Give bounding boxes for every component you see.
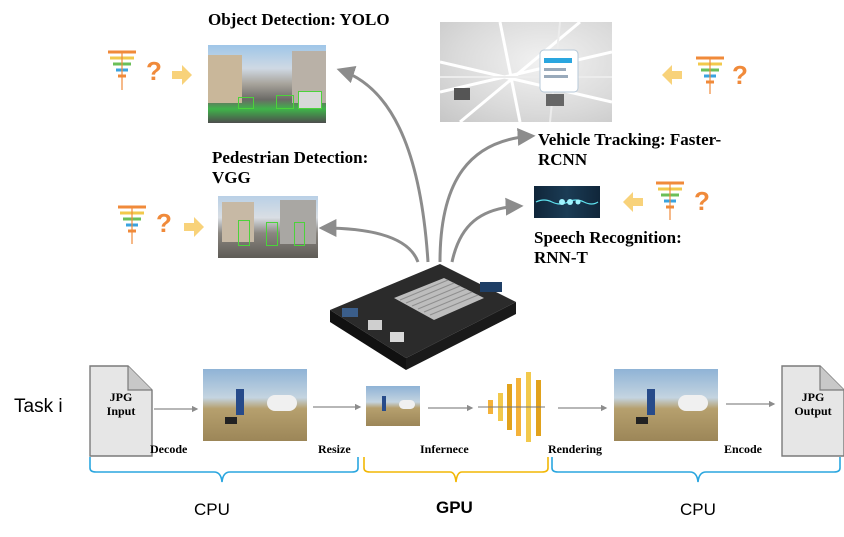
jpg-input-line1: JPG	[109, 390, 133, 404]
pedestrian-detection-line1: Pedestrian Detection:	[212, 148, 369, 167]
arrow-to-pedestrian-detection	[318, 219, 420, 263]
arrow-to-speech-recognition	[450, 197, 524, 263]
object-detection-label: Object Detection: YOLO	[208, 10, 390, 29]
stage-decode-label: Decode	[150, 442, 188, 456]
model-icon-faster-rcnn: ?	[662, 56, 748, 94]
decoded-image	[203, 369, 307, 441]
resized-image	[366, 386, 420, 426]
stage-encode-label: Encode	[724, 442, 763, 456]
model-icon-rnn-t: ?	[623, 181, 710, 220]
cpu-left-bracket	[89, 457, 359, 483]
cpu-right-bracket	[551, 457, 841, 483]
vehicle-tracking-line1: Vehicle Tracking: Faster-	[538, 130, 722, 149]
arrow-to-vehicle-tracking	[438, 127, 536, 263]
stage-resize-label: Resize	[318, 442, 351, 456]
vehicle-tracking-line2: RCNN	[538, 150, 588, 170]
svg-text:?: ?	[146, 56, 162, 86]
jpg-output-document	[781, 365, 844, 457]
model-icon-yolo: ?	[108, 50, 192, 90]
rendered-image	[614, 369, 718, 441]
pipeline-arrows	[154, 400, 776, 413]
speech-recognition-label: Speech Recognition: RNN-T	[534, 228, 682, 269]
gpu-label: GPU	[436, 498, 473, 517]
svg-text:?: ?	[732, 60, 748, 90]
jpg-input-label: JPG Input	[92, 390, 150, 419]
jpg-output-line1: JPG	[801, 390, 825, 404]
speech-recognition-line1: Speech Recognition:	[534, 228, 682, 247]
gpu-bracket	[363, 457, 549, 483]
model-icon-vgg: ?	[118, 205, 204, 244]
yolo-street-photo	[208, 45, 326, 123]
stage-inference-label: Infernece	[420, 442, 469, 456]
jpg-output-label: JPG Output	[783, 390, 843, 419]
speech-waveform-image	[534, 186, 600, 218]
jpg-input-document	[89, 365, 153, 457]
arrow-to-object-detection	[336, 66, 430, 263]
cpu-left-label: CPU	[194, 500, 230, 519]
vehicle-tracking-label: Vehicle Tracking: Faster- RCNN	[538, 130, 721, 171]
svg-text:?: ?	[156, 208, 172, 238]
task-label: Task i	[14, 396, 63, 417]
jpg-output-line2: Output	[794, 404, 832, 419]
speech-recognition-line2: RNN-T	[534, 248, 588, 268]
jetson-board	[320, 262, 520, 380]
pedestrian-detection-label: Pedestrian Detection: VGG	[212, 148, 368, 189]
vehicle-tracking-map	[440, 22, 612, 122]
pedestrian-detection-line2: VGG	[212, 168, 251, 188]
neural-network-icon	[478, 372, 545, 442]
cpu-right-label: CPU	[680, 500, 716, 519]
stage-rendering-label: Rendering	[548, 442, 602, 456]
app-arrows	[318, 66, 536, 263]
svg-text:?: ?	[694, 186, 710, 216]
jpg-input-line2: Input	[106, 404, 136, 419]
pedestrian-street-photo	[218, 196, 318, 258]
